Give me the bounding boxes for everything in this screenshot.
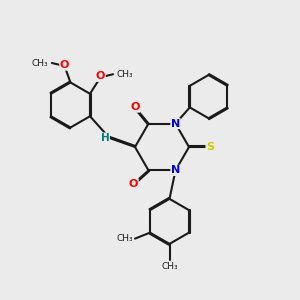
Text: N: N (171, 165, 180, 176)
Text: CH₃: CH₃ (161, 262, 178, 271)
Text: O: O (129, 179, 138, 189)
Text: O: O (130, 102, 140, 112)
Text: S: S (206, 142, 214, 152)
Text: CH₃: CH₃ (117, 234, 134, 243)
Text: O: O (60, 60, 69, 70)
Text: CH₃: CH₃ (32, 58, 48, 68)
Text: O: O (96, 71, 105, 81)
Text: H: H (100, 133, 109, 143)
Text: N: N (171, 118, 180, 129)
Text: CH₃: CH₃ (117, 70, 133, 79)
